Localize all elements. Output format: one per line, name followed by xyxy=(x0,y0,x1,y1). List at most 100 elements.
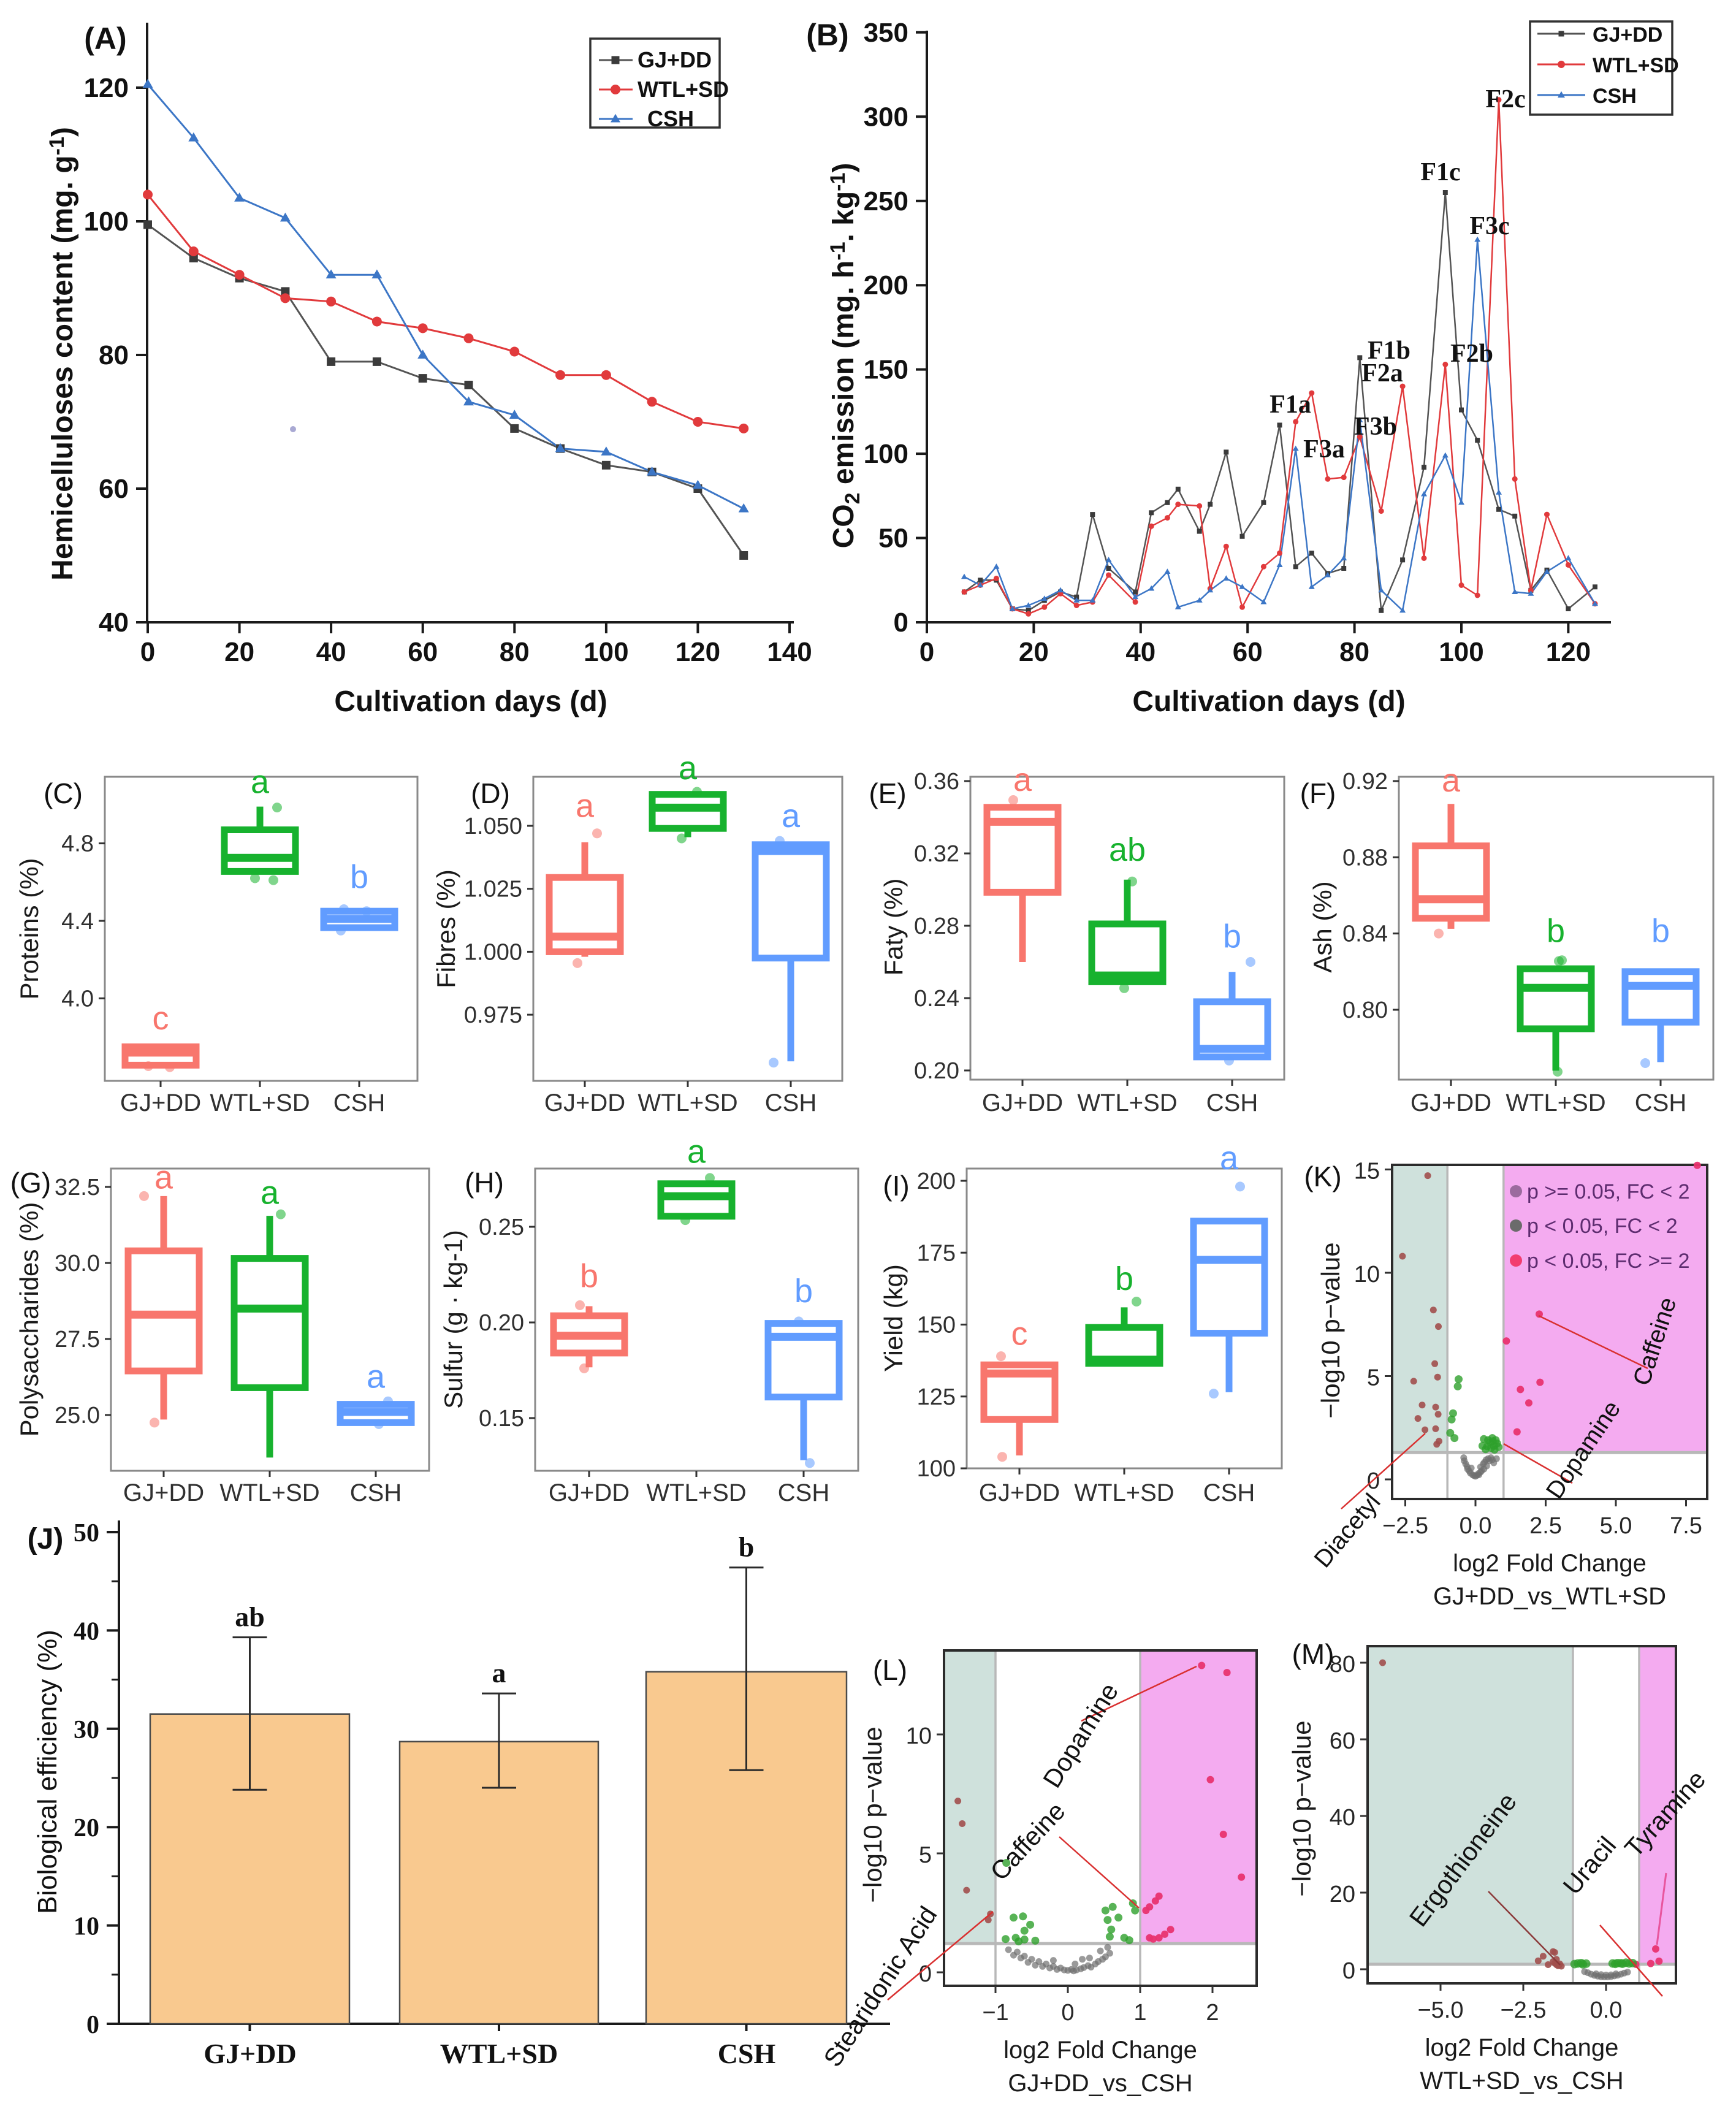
svg-text:(I): (I) xyxy=(883,1170,909,1202)
svg-text:(B): (B) xyxy=(806,18,848,52)
svg-text:CSH: CSH xyxy=(647,106,694,131)
svg-text:CSH: CSH xyxy=(1203,1479,1255,1506)
svg-text:27.5: 27.5 xyxy=(55,1327,100,1352)
svg-text:CSH: CSH xyxy=(718,2038,776,2069)
svg-text:CO2 emission (mg. h-1. kg-1): CO2 emission (mg. h-1. kg-1) xyxy=(826,163,864,549)
svg-text:(A): (A) xyxy=(84,21,126,56)
svg-text:0.36: 0.36 xyxy=(914,769,959,795)
svg-text:0.0: 0.0 xyxy=(1590,1997,1623,2023)
svg-text:F2a: F2a xyxy=(1361,359,1403,387)
svg-text:7.5: 7.5 xyxy=(1670,1513,1702,1539)
svg-text:Proteins (%): Proteins (%) xyxy=(15,858,44,999)
svg-text:2: 2 xyxy=(1206,2000,1219,2026)
svg-text:150: 150 xyxy=(864,355,908,385)
svg-text:120: 120 xyxy=(84,73,129,103)
svg-text:40: 40 xyxy=(99,608,129,638)
svg-text:F1c: F1c xyxy=(1420,158,1460,186)
svg-text:(K): (K) xyxy=(1304,1161,1341,1192)
svg-text:40: 40 xyxy=(74,1617,99,1646)
svg-text:0: 0 xyxy=(86,2011,99,2039)
svg-text:CSH: CSH xyxy=(765,1089,817,1116)
svg-text:80: 80 xyxy=(99,340,129,370)
svg-text:350: 350 xyxy=(864,18,908,48)
svg-text:WTL+SD: WTL+SD xyxy=(646,1479,746,1506)
svg-text:a: a xyxy=(261,1174,280,1211)
svg-text:GJ+DD_vs_CSH: GJ+DD_vs_CSH xyxy=(1008,2070,1192,2097)
svg-text:60: 60 xyxy=(1233,637,1263,667)
svg-text:Fibres (%): Fibres (%) xyxy=(432,869,460,988)
svg-text:(E): (E) xyxy=(869,777,906,809)
svg-text:F1b: F1b xyxy=(1368,337,1410,365)
svg-text:WTL+SD: WTL+SD xyxy=(219,1479,319,1506)
svg-text:F2b: F2b xyxy=(1450,340,1493,368)
svg-text:(L): (L) xyxy=(873,1654,907,1686)
svg-text:GJ+DD: GJ+DD xyxy=(123,1479,204,1506)
svg-text:1.000: 1.000 xyxy=(464,939,522,965)
svg-text:−5.0: −5.0 xyxy=(1417,1997,1463,2023)
svg-text:30: 30 xyxy=(74,1716,99,1744)
svg-text:120: 120 xyxy=(1546,637,1591,667)
svg-text:−1: −1 xyxy=(982,2000,1008,2026)
svg-text:100: 100 xyxy=(584,637,628,667)
svg-text:20: 20 xyxy=(1330,1882,1355,1907)
svg-text:0: 0 xyxy=(919,1961,932,1987)
svg-text:200: 200 xyxy=(917,1169,956,1194)
svg-text:Polysaccharides (%): Polysaccharides (%) xyxy=(15,1202,44,1437)
svg-text:Biological efficiency (%): Biological efficiency (%) xyxy=(32,1630,63,1914)
svg-text:a: a xyxy=(1442,762,1461,799)
svg-text:20: 20 xyxy=(74,1814,99,1842)
svg-text:WTL+SD: WTL+SD xyxy=(1077,1089,1177,1116)
svg-text:0: 0 xyxy=(140,637,155,667)
svg-text:(M): (M) xyxy=(1292,1638,1334,1670)
svg-text:100: 100 xyxy=(1439,637,1483,667)
svg-text:0.15: 0.15 xyxy=(479,1406,524,1432)
svg-text:GJ+DD: GJ+DD xyxy=(204,2038,296,2069)
svg-text:CSH: CSH xyxy=(1593,85,1637,108)
svg-text:F3b: F3b xyxy=(1354,413,1397,441)
svg-text:b: b xyxy=(580,1257,598,1294)
svg-text:25.0: 25.0 xyxy=(55,1403,100,1428)
svg-text:60: 60 xyxy=(408,637,438,667)
svg-text:20: 20 xyxy=(1019,637,1049,667)
svg-text:CSH: CSH xyxy=(350,1479,402,1506)
svg-text:log2 Fold Change: log2 Fold Change xyxy=(1425,2034,1619,2061)
svg-text:WTL+SD: WTL+SD xyxy=(1074,1479,1174,1506)
svg-text:(D): (D) xyxy=(471,777,510,809)
svg-text:10: 10 xyxy=(1354,1262,1380,1287)
svg-text:150: 150 xyxy=(917,1313,956,1338)
svg-text:GJ+DD: GJ+DD xyxy=(549,1479,630,1506)
svg-text:Cultivation days (d): Cultivation days (d) xyxy=(334,685,607,718)
svg-text:WTL+SD: WTL+SD xyxy=(440,2038,558,2069)
svg-text:b: b xyxy=(1651,913,1670,950)
svg-text:b: b xyxy=(1223,918,1241,955)
svg-text:10: 10 xyxy=(906,1723,932,1749)
svg-text:140: 140 xyxy=(767,637,812,667)
svg-text:a: a xyxy=(492,1657,506,1688)
svg-text:F1a: F1a xyxy=(1270,391,1311,419)
svg-text:60: 60 xyxy=(99,474,129,504)
svg-text:a: a xyxy=(1013,761,1032,798)
svg-text:CSH: CSH xyxy=(778,1479,829,1506)
svg-text:WTL+SD_vs_CSH: WTL+SD_vs_CSH xyxy=(1420,2067,1623,2094)
svg-text:2.5: 2.5 xyxy=(1529,1513,1562,1539)
svg-text:0.25: 0.25 xyxy=(479,1215,524,1240)
svg-text:40: 40 xyxy=(1125,637,1155,667)
svg-text:CSH: CSH xyxy=(333,1089,385,1116)
svg-text:15: 15 xyxy=(1354,1159,1380,1184)
svg-text:GJ+DD: GJ+DD xyxy=(120,1089,201,1116)
svg-text:a: a xyxy=(367,1358,386,1395)
svg-text:p < 0.05, FC < 2: p < 0.05, FC < 2 xyxy=(1527,1215,1678,1238)
svg-text:log2 Fold Change: log2 Fold Change xyxy=(1003,2037,1197,2064)
svg-text:80: 80 xyxy=(1330,1652,1355,1677)
svg-text:WTL+SD: WTL+SD xyxy=(1506,1089,1605,1116)
svg-text:b: b xyxy=(1547,913,1565,950)
svg-text:−2.5: −2.5 xyxy=(1500,1997,1546,2023)
svg-text:0: 0 xyxy=(1367,1468,1380,1494)
svg-text:a: a xyxy=(687,1133,706,1170)
svg-text:300: 300 xyxy=(864,102,908,132)
svg-text:log2 Fold Change: log2 Fold Change xyxy=(1453,1550,1647,1577)
svg-text:40: 40 xyxy=(1330,1805,1355,1831)
svg-text:(H): (H) xyxy=(465,1167,504,1199)
svg-text:0.84: 0.84 xyxy=(1342,921,1388,947)
svg-text:GJ+DD: GJ+DD xyxy=(979,1479,1060,1506)
